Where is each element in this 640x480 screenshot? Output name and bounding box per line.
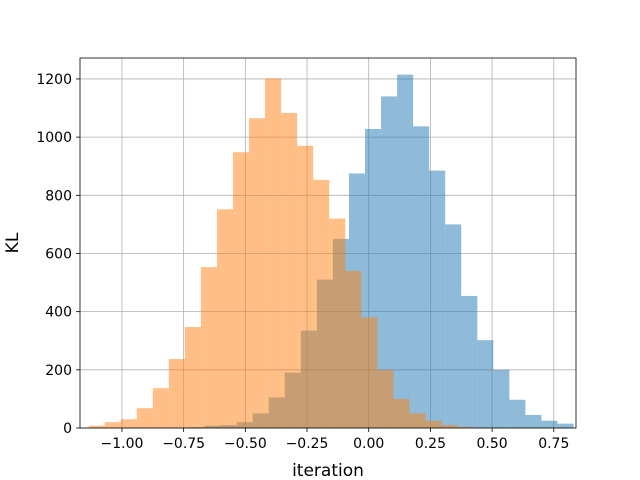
x-tick-label: 0.25	[415, 436, 446, 452]
y-tick-label: 1000	[36, 130, 72, 146]
axis-ticks: −1.00 −0.75 −0.50 −0.25 0.00 0.25 0.50 0.75 0 200…	[36, 72, 569, 452]
histogram-bar-series-1	[381, 96, 398, 428]
histogram-bar-series-2	[200, 267, 217, 428]
histogram-bar-series-1	[557, 423, 574, 428]
histogram-bar-series-2	[136, 408, 153, 428]
y-tick-label: 600	[45, 246, 72, 262]
y-axis-title: KL	[3, 232, 23, 253]
x-tick-label: 0.00	[353, 436, 384, 452]
histogram-bars	[88, 74, 574, 429]
histogram-bar-series-1	[429, 170, 446, 429]
histogram-bar-series-2	[313, 179, 330, 428]
histogram-bar-series-2	[457, 426, 474, 428]
x-tick-label: −0.25	[286, 436, 329, 452]
histogram-bar-series-1	[477, 340, 494, 428]
histogram-bar-series-1	[525, 414, 542, 428]
histogram-bar-series-2	[265, 78, 282, 428]
x-tick-label: −0.50	[224, 436, 267, 452]
y-tick-label: 200	[45, 363, 72, 379]
histogram-bar-series-1	[445, 224, 462, 428]
histogram-bar-series-2	[120, 419, 137, 428]
histogram-bar-series-1	[461, 295, 478, 428]
histogram-bar-series-2	[409, 413, 426, 428]
plot-frame	[79, 57, 577, 429]
histogram-bar-series-2	[393, 398, 410, 428]
x-tick-label: 0.50	[477, 436, 508, 452]
histogram-bar-series-1	[509, 399, 526, 428]
histogram-bar-series-2	[232, 152, 250, 428]
x-tick-label: −1.00	[100, 436, 143, 452]
histogram-bar-series-2	[152, 388, 169, 428]
histogram-bar-series-1	[493, 369, 510, 428]
histogram-bar-series-2	[345, 270, 362, 428]
histogram-bar-series-2	[425, 420, 442, 428]
histogram-bar-series-2	[216, 209, 233, 428]
histogram-bar-series-2	[281, 112, 298, 429]
y-tick-label: 0	[63, 421, 72, 437]
y-tick-label: 800	[45, 188, 72, 204]
histogram-bar-series-2	[441, 425, 458, 428]
histogram-bar-series-2	[297, 145, 314, 428]
histogram-bar-series-2	[168, 359, 185, 428]
histogram-bar-series-2	[88, 425, 105, 428]
histogram-bar-series-1	[413, 126, 430, 428]
histogram-bar-series-2	[377, 369, 394, 428]
histogram-bar-series-1	[541, 420, 558, 428]
x-tick-label: −0.75	[162, 436, 205, 452]
histogram-bar-series-2	[249, 118, 266, 428]
y-tick-label: 400	[45, 305, 72, 321]
x-axis-title: iteration	[292, 461, 364, 480]
histogram-bar-series-2	[361, 317, 378, 428]
x-tick-label: 0.75	[538, 436, 569, 452]
histogram-bar-series-2	[184, 327, 201, 428]
histogram-bar-series-1	[397, 74, 414, 428]
histogram-bar-series-2	[329, 218, 346, 428]
y-tick-label: 1200	[36, 72, 72, 88]
histogram-bar-series-2	[104, 422, 121, 428]
